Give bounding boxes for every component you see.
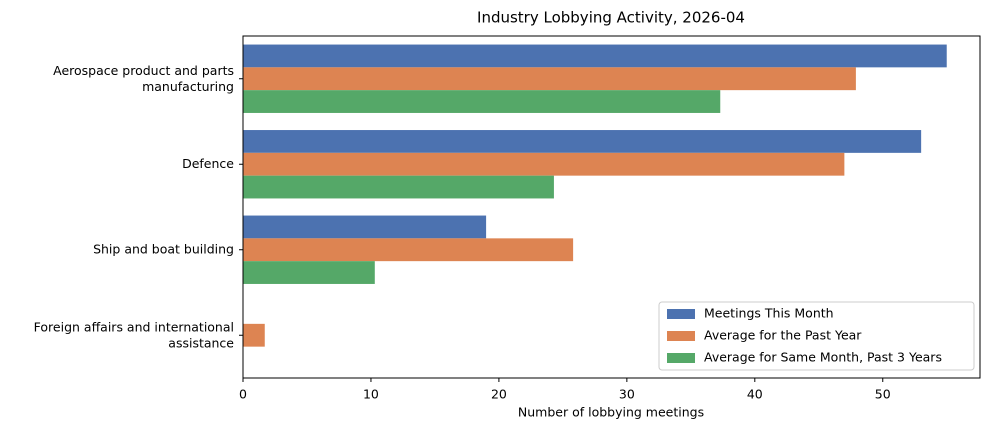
x-tick-label: 50: [875, 387, 891, 402]
y-tick-label: Foreign affairs and international assista…: [34, 319, 235, 350]
legend-label: Average for the Past Year: [704, 328, 862, 343]
legend-label: Meetings This Month: [704, 306, 834, 321]
legend-label: Average for Same Month, Past 3 Years: [704, 350, 942, 365]
bar: [243, 323, 265, 347]
y-tick-label: Defence: [182, 156, 234, 171]
x-tick-label: 0: [239, 387, 247, 402]
legend-box: [658, 301, 975, 371]
bar: [243, 130, 922, 153]
legend-swatch: [667, 353, 695, 363]
bar: [243, 238, 574, 262]
bar: [243, 44, 947, 68]
bar: [243, 90, 721, 113]
x-tick-label: 40: [747, 387, 763, 402]
legend-swatch: [667, 309, 695, 319]
plot-frame: [242, 35, 981, 379]
y-tick-label: Ship and boat building: [93, 241, 234, 256]
legend-swatch: [667, 331, 695, 341]
bar: [243, 67, 856, 91]
bar: [243, 175, 554, 199]
bar: [243, 152, 845, 176]
chart-title: Industry Lobbying Activity, 2026-04: [477, 9, 745, 27]
x-tick-label: 10: [363, 387, 379, 402]
bar: [243, 261, 375, 284]
x-axis-label: Number of lobbying meetings: [518, 405, 704, 420]
bar: [243, 215, 487, 239]
y-tick-label: Aerospace product and parts manufacturing: [53, 62, 234, 93]
x-tick-label: 20: [491, 387, 507, 402]
x-tick-label: 30: [619, 387, 635, 402]
